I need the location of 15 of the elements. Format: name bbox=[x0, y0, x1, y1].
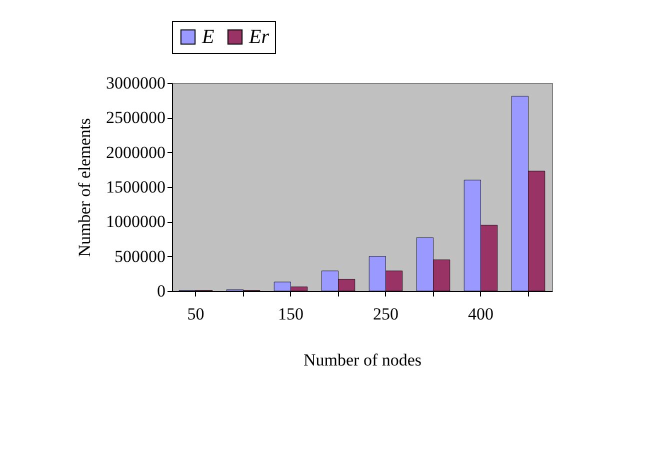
x-axis-title: Number of nodes bbox=[303, 350, 422, 370]
legend-label: Er bbox=[248, 26, 270, 48]
y-tick-label: 3000000 bbox=[106, 74, 166, 92]
x-tick-label: 250 bbox=[373, 304, 398, 324]
y-axis-title: Number of elements bbox=[75, 118, 94, 257]
y-tick-label: 1500000 bbox=[106, 178, 166, 196]
y-tick-label: 0 bbox=[157, 282, 166, 300]
y-tick-label: 2000000 bbox=[106, 142, 166, 162]
x-tick-label: 50 bbox=[187, 304, 204, 324]
y-tick-label: 500000 bbox=[114, 246, 166, 266]
y-tick-label: 1000000 bbox=[106, 212, 166, 232]
y-tick-label: 2500000 bbox=[106, 108, 166, 128]
legend-label: E bbox=[201, 26, 214, 48]
x-tick-label: 150 bbox=[278, 304, 304, 324]
x-tick-label: 400 bbox=[468, 304, 494, 324]
